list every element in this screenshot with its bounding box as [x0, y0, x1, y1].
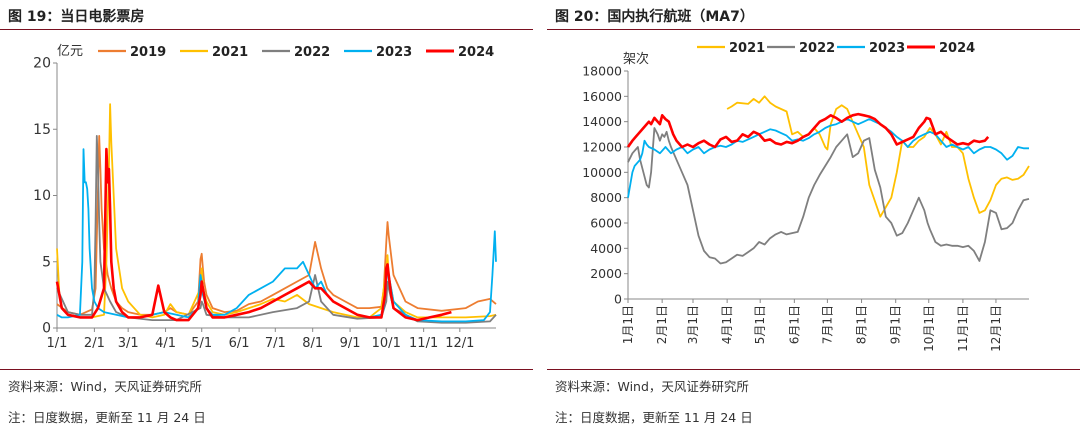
left-source-note: 资料来源：Wind，天风证券研究所: [8, 379, 202, 394]
y-tick-label: 5: [42, 254, 51, 270]
y-tick-label: 10: [33, 188, 51, 204]
x-tick-label: 3月1日: [686, 305, 700, 344]
x-tick-label: 5月1日: [753, 305, 767, 344]
right-update-note: 注：日度数据，更新至 11 月 24 日: [555, 410, 753, 425]
x-tick-label: 6/1: [229, 336, 250, 351]
box-office-chart: 0 5 10 15 20 亿元 1/1 2/1 3/1 4/1 5/1 6/1 7/1 8/1 9/1 10/…: [33, 44, 497, 351]
x-tick-label: 10/1: [372, 336, 401, 351]
x-tick-label: 8/1: [302, 336, 323, 351]
series-line-2021: [56, 103, 497, 319]
x-tick-label: 1月1日: [621, 305, 635, 344]
y-tick-label: 10000: [582, 165, 622, 180]
x-tick-label: 8月1日: [855, 305, 869, 344]
x-tick-label: 9/1: [340, 336, 361, 351]
right-top-rule: [547, 29, 1080, 30]
legend-label-2022: 2022: [294, 45, 330, 60]
x-tick-label: 11月1日: [956, 305, 970, 352]
series-line-2023: [627, 118, 1029, 198]
x-tick-label: 3/1: [118, 336, 139, 351]
x-tick-label: 10月1日: [922, 305, 936, 352]
y-tick-label: 14000: [582, 114, 622, 129]
left-bottom-rule: [0, 369, 533, 370]
y-axis-label: 亿元: [57, 44, 83, 59]
series-line-2023: [56, 148, 497, 323]
y-tick-label: 2000: [590, 266, 622, 281]
flights-chart: 0 2000 4000 6000 8000 10000 12000 14000 16000 180…: [582, 41, 1030, 352]
y-tick-label: 20: [33, 56, 51, 72]
left-chart-panel: 图 19：当日电影票房 0 5 10 15 20 亿元 1/1 2/1 3/1 4/1 5/1 6/1…: [0, 0, 533, 431]
legend-label-2022: 2022: [799, 41, 835, 56]
left-chart-title: 图 19：当日电影票房: [8, 9, 145, 25]
x-tick-label: 4月1日: [720, 305, 734, 344]
x-tick-label: 12/1: [445, 336, 474, 351]
series-line-2022: [627, 127, 1030, 265]
series-line-2024: [626, 112, 990, 149]
legend-label-2024: 2024: [939, 41, 975, 56]
legend-label-2021: 2021: [212, 45, 248, 60]
y-tick-label: 4000: [590, 241, 622, 256]
x-tick-label: 2/1: [84, 336, 105, 351]
y-tick-label: 0: [42, 321, 51, 337]
legend-label-2023: 2023: [376, 45, 412, 60]
series-line-2022: [56, 135, 497, 324]
x-tick-label: 11/1: [409, 336, 438, 351]
right-chart-title: 图 20：国内执行航班（MA7）: [555, 9, 754, 25]
x-tick-label: 12月1日: [989, 305, 1003, 352]
x-tick-label: 6月1日: [787, 305, 801, 344]
series-line-2021: [726, 95, 1030, 218]
left-update-note: 注：日度数据，更新至 11 月 24 日: [8, 410, 206, 425]
right-bottom-rule: [547, 369, 1080, 370]
y-axis-label: 架次: [623, 51, 649, 67]
x-tick-label: 5/1: [191, 336, 212, 351]
legend-label-2021: 2021: [729, 41, 765, 56]
right-source-note: 资料来源：Wind，天风证券研究所: [555, 379, 749, 394]
y-tick-label: 12000: [582, 140, 622, 155]
x-tick-label: 1/1: [47, 336, 68, 351]
left-top-rule: [0, 29, 533, 30]
y-tick-label: 8000: [590, 190, 622, 205]
y-tick-label: 6000: [590, 216, 622, 231]
legend-label-2023: 2023: [869, 41, 905, 56]
y-tick-label: 18000: [582, 64, 622, 79]
x-tick-label: 7月1日: [820, 305, 834, 344]
x-tick-label: 4/1: [155, 336, 176, 351]
legend-label-2024: 2024: [458, 45, 494, 60]
right-chart-panel: 图 20：国内执行航班（MA7） 0 2000 4000 6000 8000 10000 1…: [547, 0, 1080, 431]
series-line-2024: [55, 147, 452, 322]
legend-label-2019: 2019: [130, 45, 166, 60]
y-tick-label: 0: [614, 292, 622, 307]
x-tick-label: 9月1日: [889, 305, 903, 344]
x-tick-label: 7/1: [265, 336, 286, 351]
y-tick-label: 15: [33, 122, 51, 138]
x-tick-label: 2月1日: [655, 305, 669, 344]
y-tick-label: 16000: [582, 89, 622, 104]
